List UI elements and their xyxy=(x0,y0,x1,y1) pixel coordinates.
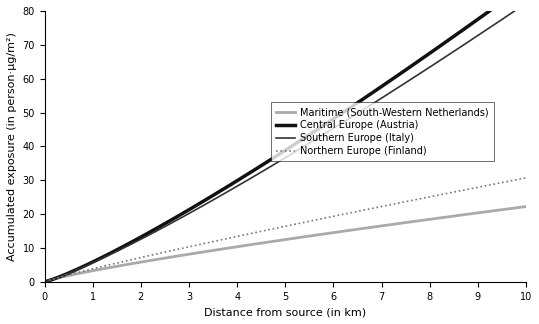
Northern Europe (Finland) xyxy=(52,276,58,280)
Southern Europe (Italy) xyxy=(67,271,74,274)
Maritime (South-Western Netherlands) xyxy=(330,231,337,235)
Northern Europe (Finland) xyxy=(523,176,529,180)
Central Europe (Austria) xyxy=(52,276,58,280)
Legend: Maritime (South-Western Netherlands), Central Europe (Austria), Southern Europe : Maritime (South-Western Netherlands), Ce… xyxy=(271,102,494,161)
Northern Europe (Finland) xyxy=(220,237,226,241)
Southern Europe (Italy) xyxy=(84,263,91,267)
Northern Europe (Finland) xyxy=(438,193,444,197)
Maritime (South-Western Netherlands) xyxy=(84,270,91,274)
Southern Europe (Italy) xyxy=(523,1,529,5)
Central Europe (Austria) xyxy=(438,44,444,48)
Northern Europe (Finland) xyxy=(330,214,337,218)
Northern Europe (Finland) xyxy=(84,268,91,272)
Central Europe (Austria) xyxy=(42,280,48,284)
Southern Europe (Italy) xyxy=(42,280,48,284)
Northern Europe (Finland) xyxy=(67,272,74,276)
Southern Europe (Italy) xyxy=(52,277,58,281)
Central Europe (Austria) xyxy=(84,263,91,267)
Line: Northern Europe (Finland): Northern Europe (Finland) xyxy=(45,178,526,282)
Southern Europe (Italy) xyxy=(330,126,337,130)
Central Europe (Austria) xyxy=(220,187,226,191)
Line: Central Europe (Austria): Central Europe (Austria) xyxy=(45,0,526,282)
Southern Europe (Italy) xyxy=(220,192,226,196)
Maritime (South-Western Netherlands) xyxy=(52,277,58,281)
Central Europe (Austria) xyxy=(330,117,337,121)
X-axis label: Distance from source (in km): Distance from source (in km) xyxy=(204,307,367,317)
Line: Maritime (South-Western Netherlands): Maritime (South-Western Netherlands) xyxy=(45,206,526,282)
Northern Europe (Finland) xyxy=(42,280,48,284)
Maritime (South-Western Netherlands) xyxy=(438,216,444,220)
Maritime (South-Western Netherlands) xyxy=(523,204,529,208)
Line: Southern Europe (Italy): Southern Europe (Italy) xyxy=(45,3,526,282)
Southern Europe (Italy) xyxy=(438,58,444,62)
Maritime (South-Western Netherlands) xyxy=(67,273,74,277)
Maritime (South-Western Netherlands) xyxy=(220,247,226,251)
Maritime (South-Western Netherlands) xyxy=(42,280,48,284)
Y-axis label: Accumulated exposure (in person·μg/m²): Accumulated exposure (in person·μg/m²) xyxy=(7,32,17,261)
Central Europe (Austria) xyxy=(67,270,74,274)
